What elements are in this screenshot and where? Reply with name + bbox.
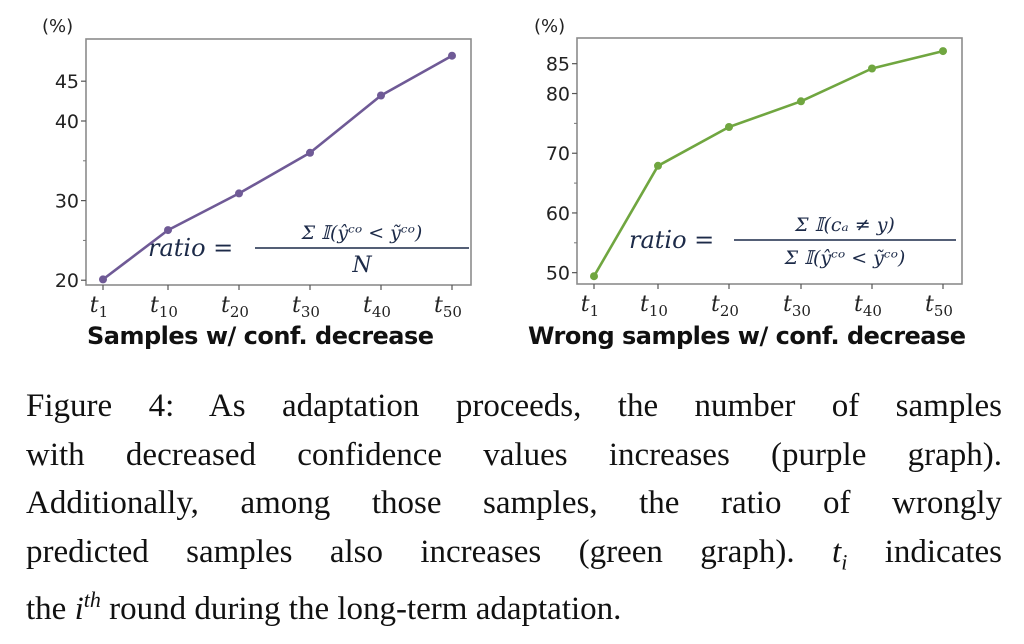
x-tick-label: t30 xyxy=(292,293,320,320)
x-tick-label: t40 xyxy=(363,293,391,320)
y-tick-label: 60 xyxy=(546,203,570,225)
x-tick-label: t1 xyxy=(90,293,108,320)
caption-line-5: the ith round during the long-term adapt… xyxy=(26,576,1002,627)
data-point-t1 xyxy=(590,272,598,281)
formula-lhs: ratio = xyxy=(148,234,233,262)
caption-t-sub: i xyxy=(841,549,848,575)
x-tick-label: t50 xyxy=(434,293,462,320)
x-tick-label: t20 xyxy=(221,293,249,320)
data-point-t30 xyxy=(797,97,805,106)
x-tick-label: t50 xyxy=(925,292,953,320)
y-tick-label: 30 xyxy=(55,191,79,213)
chart-title-right: Wrong samples w/ conf. decrease xyxy=(528,322,966,350)
data-point-t40 xyxy=(868,64,876,73)
data-point-t20 xyxy=(725,123,733,131)
data-point-t10 xyxy=(654,161,662,170)
plot-frame xyxy=(576,37,963,285)
formula-denominator: Σ 𝕀(ŷᶜᵒ < ỹᶜᵒ) xyxy=(784,247,906,269)
caption-indicates: indicates xyxy=(884,533,1003,570)
caption-i-sup: th xyxy=(83,587,101,612)
y-tick-label: 50 xyxy=(546,263,570,285)
chart-title-left: Samples w/ conf. decrease xyxy=(87,322,434,350)
caption-i-symbol: i xyxy=(74,591,84,627)
y-tick-label: 80 xyxy=(546,84,570,106)
y-tick-label: 40 xyxy=(55,111,79,133)
formula-numerator: Σ 𝕀(ŷᶜᵒ < ỹᶜᵒ) xyxy=(301,222,423,244)
caption-line-1: Figure 4: As adaptation proceeds, the nu… xyxy=(26,388,1002,424)
y-tick-label: 85 xyxy=(546,54,570,76)
series-line xyxy=(102,54,453,281)
caption-line-4-text: predicted samples also increases (green … xyxy=(26,533,795,570)
plot-frame xyxy=(85,38,472,286)
caption-line-2: with decreased confidence values increas… xyxy=(26,436,1002,473)
data-point-t10 xyxy=(164,226,172,235)
x-tick-label: t40 xyxy=(854,292,882,320)
x-tick-label: t1 xyxy=(581,292,599,320)
formula-denominator: N xyxy=(351,253,372,278)
caption-line-4: predicted samples also increases (green … xyxy=(26,528,1002,577)
chart-wrong-samples-conf-decrease: (%) 50 60 70 80 85 t1 t10 t20 t30 t40 t50 ratio = Σ 𝕀… xyxy=(534,16,963,320)
data-point-t50 xyxy=(448,51,456,60)
x-tick-label: t30 xyxy=(783,292,811,320)
data-point-t20 xyxy=(235,189,243,198)
caption-the: the xyxy=(26,591,67,627)
figure-caption: Figure 4: As adaptation proceeds, the nu… xyxy=(26,382,1002,627)
caption-line-5-rest: round during the long-term adaptation. xyxy=(109,591,622,627)
y-tick-label: 45 xyxy=(55,71,79,93)
x-tick-label: t20 xyxy=(711,292,739,320)
caption-line-3: Additionally, among those samples, the r… xyxy=(26,485,1002,521)
y-unit-label: (%) xyxy=(42,16,73,37)
data-point-t1 xyxy=(99,275,107,284)
y-unit-label: (%) xyxy=(534,16,565,37)
caption-t-symbol: t xyxy=(832,533,842,570)
formula-lhs: ratio = xyxy=(629,226,714,254)
data-point-t30 xyxy=(306,148,314,157)
data-point-t50 xyxy=(939,47,947,56)
chart-samples-conf-decrease: (%) 20 30 40 45 t1 t10 t20 t30 t40 t50 ratio = Σ 𝕀(ŷ… xyxy=(42,16,472,320)
y-tick-label: 70 xyxy=(546,143,570,165)
formula-numerator: Σ 𝕀(cₐ ≠ y) xyxy=(794,214,895,236)
series-line xyxy=(592,49,944,277)
x-tick-label: t10 xyxy=(150,293,178,320)
y-tick-label: 20 xyxy=(55,270,79,292)
data-point-t40 xyxy=(377,91,385,100)
x-tick-label: t10 xyxy=(640,292,668,320)
